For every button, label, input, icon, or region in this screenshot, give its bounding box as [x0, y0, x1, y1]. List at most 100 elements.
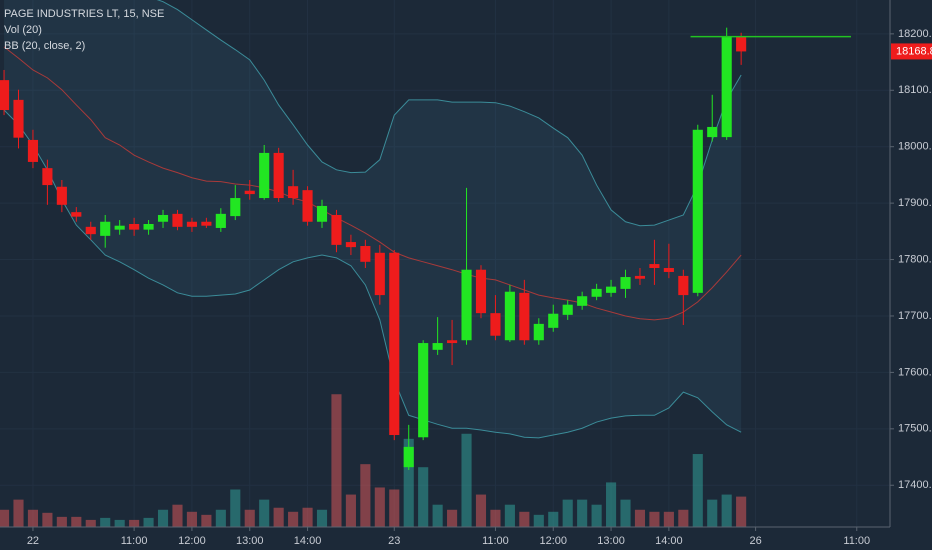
volume-bar: [172, 504, 183, 527]
volume-bar: [27, 509, 39, 527]
x-tick-label: 14:00: [655, 535, 683, 547]
volume-bar: [129, 519, 140, 527]
volume-bar: [114, 519, 125, 527]
indicator-label: Vol (20): [4, 24, 42, 36]
candle-body: [736, 36, 747, 52]
volume-bar: [389, 489, 400, 527]
volume-bar: [721, 494, 732, 527]
candle-body: [577, 296, 588, 306]
x-tick-label: 12:00: [539, 535, 567, 547]
volume-bar: [591, 504, 602, 527]
candle-body: [533, 323, 544, 341]
volume-bar: [71, 516, 82, 527]
volume-bar: [143, 517, 154, 527]
volume-bar: [475, 494, 487, 527]
candle-body: [692, 129, 703, 293]
volume-bar: [288, 511, 299, 527]
y-tick-label: 17600.00: [898, 366, 932, 378]
x-tick-label: 11:00: [121, 535, 148, 547]
volume-bar: [504, 504, 515, 527]
candle-body: [562, 304, 573, 315]
volume-bar: [403, 438, 414, 527]
candle-body: [432, 343, 443, 350]
volume-bar: [302, 507, 313, 527]
volume-bar: [42, 512, 53, 527]
candle-body: [244, 190, 255, 195]
x-tick-label: 14:00: [294, 535, 322, 547]
candle-body: [548, 313, 559, 328]
volume-bar: [259, 499, 270, 527]
candle-body: [56, 186, 67, 205]
volume-bar: [374, 487, 385, 527]
candle-body: [143, 224, 154, 230]
volume-bar: [707, 499, 718, 527]
volume-bar: [0, 509, 10, 527]
x-tick-label: 11:00: [843, 535, 870, 547]
candle-body: [403, 446, 414, 468]
candle-body: [100, 221, 111, 236]
candle-body: [591, 288, 602, 297]
candle-body: [721, 36, 732, 138]
candle-body: [273, 152, 284, 199]
chart-title: PAGE INDUSTRIES LT, 15, NSE: [4, 8, 164, 20]
candle-body: [345, 242, 356, 248]
volume-bar: [316, 509, 328, 527]
candle-body: [316, 205, 328, 222]
volume-bar: [360, 464, 371, 527]
candle-body: [461, 269, 472, 341]
volume-bar: [13, 499, 24, 527]
candle-body: [71, 212, 82, 217]
volume-bar: [461, 433, 472, 527]
axes: 17400.00 17500.00 17600.00 17700.00 17800.00…: [27, 28, 932, 547]
candle-body: [634, 275, 646, 279]
volume-bar: [692, 454, 703, 527]
candle-body: [360, 246, 371, 262]
candle-body: [620, 277, 631, 289]
volume-bar: [620, 499, 631, 527]
candle-body: [490, 313, 501, 336]
bb-upper-line: [156, 0, 742, 227]
volume-bar: [432, 504, 443, 527]
x-tick-label: 23: [388, 535, 400, 547]
plot-area: [0, 0, 851, 527]
volume-bar: [736, 496, 747, 527]
last-price-tag: [891, 43, 932, 60]
volume-bar: [186, 511, 197, 527]
candle-body: [302, 190, 313, 222]
candle-body: [475, 269, 487, 314]
volume-bar: [663, 511, 674, 527]
bb-basis-line: [3, 46, 742, 321]
volume-bar: [519, 511, 530, 527]
volume-bar: [215, 509, 226, 527]
y-tick-label: 17400.00: [898, 479, 932, 491]
volume-bar: [230, 489, 241, 527]
volume-bar: [548, 511, 559, 527]
indicator-label: BB (20, close, 2): [4, 40, 85, 52]
candle-body: [418, 343, 429, 438]
y-tick-label: 18200.00: [898, 28, 932, 40]
candle-body: [201, 221, 212, 226]
candle-body: [288, 186, 299, 199]
candle-body: [389, 252, 400, 436]
volume-bar: [533, 514, 544, 527]
x-tick-label: 26: [749, 535, 761, 547]
candle-body: [27, 139, 39, 162]
volume-bar: [562, 499, 573, 527]
volume-bar: [331, 394, 342, 527]
last-price-label: 18168.85: [896, 45, 932, 57]
volume-bar: [634, 509, 646, 527]
candle-body: [663, 268, 674, 272]
volume-bar: [447, 509, 458, 527]
bb-lower-line: [3, 109, 742, 439]
candle-body: [129, 224, 140, 230]
candle-body: [504, 291, 515, 341]
candle-body: [42, 168, 53, 186]
y-tick-label: 18100.00: [898, 84, 932, 96]
volume-bar: [85, 519, 96, 527]
x-tick-label: 12:00: [178, 535, 206, 547]
candle-body: [259, 152, 270, 199]
candle-body: [0, 80, 10, 111]
candle-body: [447, 340, 458, 344]
